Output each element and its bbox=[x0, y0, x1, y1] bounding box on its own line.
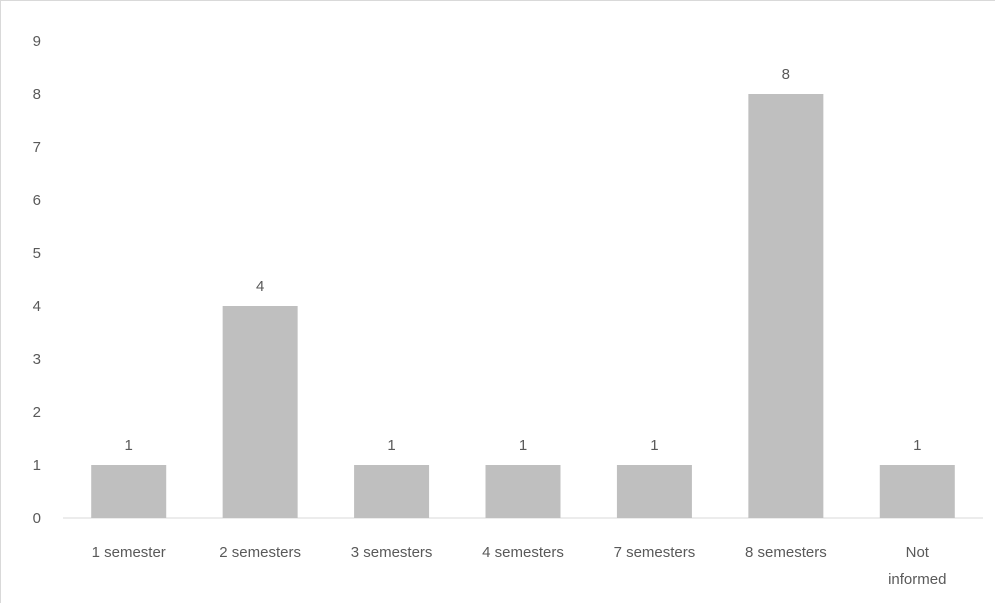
bar bbox=[485, 465, 561, 518]
data-label: 1 bbox=[913, 437, 921, 454]
data-label: 1 bbox=[650, 437, 658, 454]
y-tick-label: 3 bbox=[33, 351, 41, 368]
y-tick-label: 6 bbox=[33, 192, 41, 209]
bar bbox=[91, 465, 167, 518]
x-tick-label-line: Not bbox=[906, 544, 930, 561]
data-label: 4 bbox=[256, 278, 264, 295]
y-tick-label: 0 bbox=[33, 510, 41, 527]
y-tick-label: 7 bbox=[33, 139, 41, 156]
x-tick-label-line: 2 semesters bbox=[219, 544, 301, 561]
bar bbox=[616, 465, 692, 518]
x-tick-label: 1 semester bbox=[92, 544, 166, 561]
x-tick-label-line: informed bbox=[888, 571, 946, 588]
x-tick-label: 8 semesters bbox=[745, 544, 827, 561]
x-tick-label-line: 8 semesters bbox=[745, 544, 827, 561]
y-tick-label: 8 bbox=[33, 86, 41, 103]
bar bbox=[222, 306, 298, 518]
y-tick-label: 9 bbox=[33, 33, 41, 50]
x-tick-label: 4 semesters bbox=[482, 544, 564, 561]
x-tick-label: Not informed bbox=[888, 544, 946, 588]
x-tick-label-line: 4 semesters bbox=[482, 544, 564, 561]
bar bbox=[354, 465, 430, 518]
y-tick-label: 1 bbox=[33, 457, 41, 474]
y-tick-label: 4 bbox=[33, 298, 41, 315]
x-tick-label-line: 3 semesters bbox=[351, 544, 433, 561]
data-label: 1 bbox=[125, 437, 133, 454]
data-label: 1 bbox=[387, 437, 395, 454]
y-tick-label: 2 bbox=[33, 404, 41, 421]
bar bbox=[879, 465, 955, 518]
data-label: 8 bbox=[782, 66, 790, 83]
data-label: 1 bbox=[519, 437, 527, 454]
x-tick-label-line: 7 semesters bbox=[614, 544, 696, 561]
bar bbox=[748, 94, 824, 518]
x-tick-label-line: 1 semester bbox=[92, 544, 166, 561]
x-tick-label: 3 semesters bbox=[351, 544, 433, 561]
x-tick-label: 2 semesters bbox=[219, 544, 301, 561]
x-tick-label: 7 semesters bbox=[614, 544, 696, 561]
y-tick-label: 5 bbox=[33, 245, 41, 262]
